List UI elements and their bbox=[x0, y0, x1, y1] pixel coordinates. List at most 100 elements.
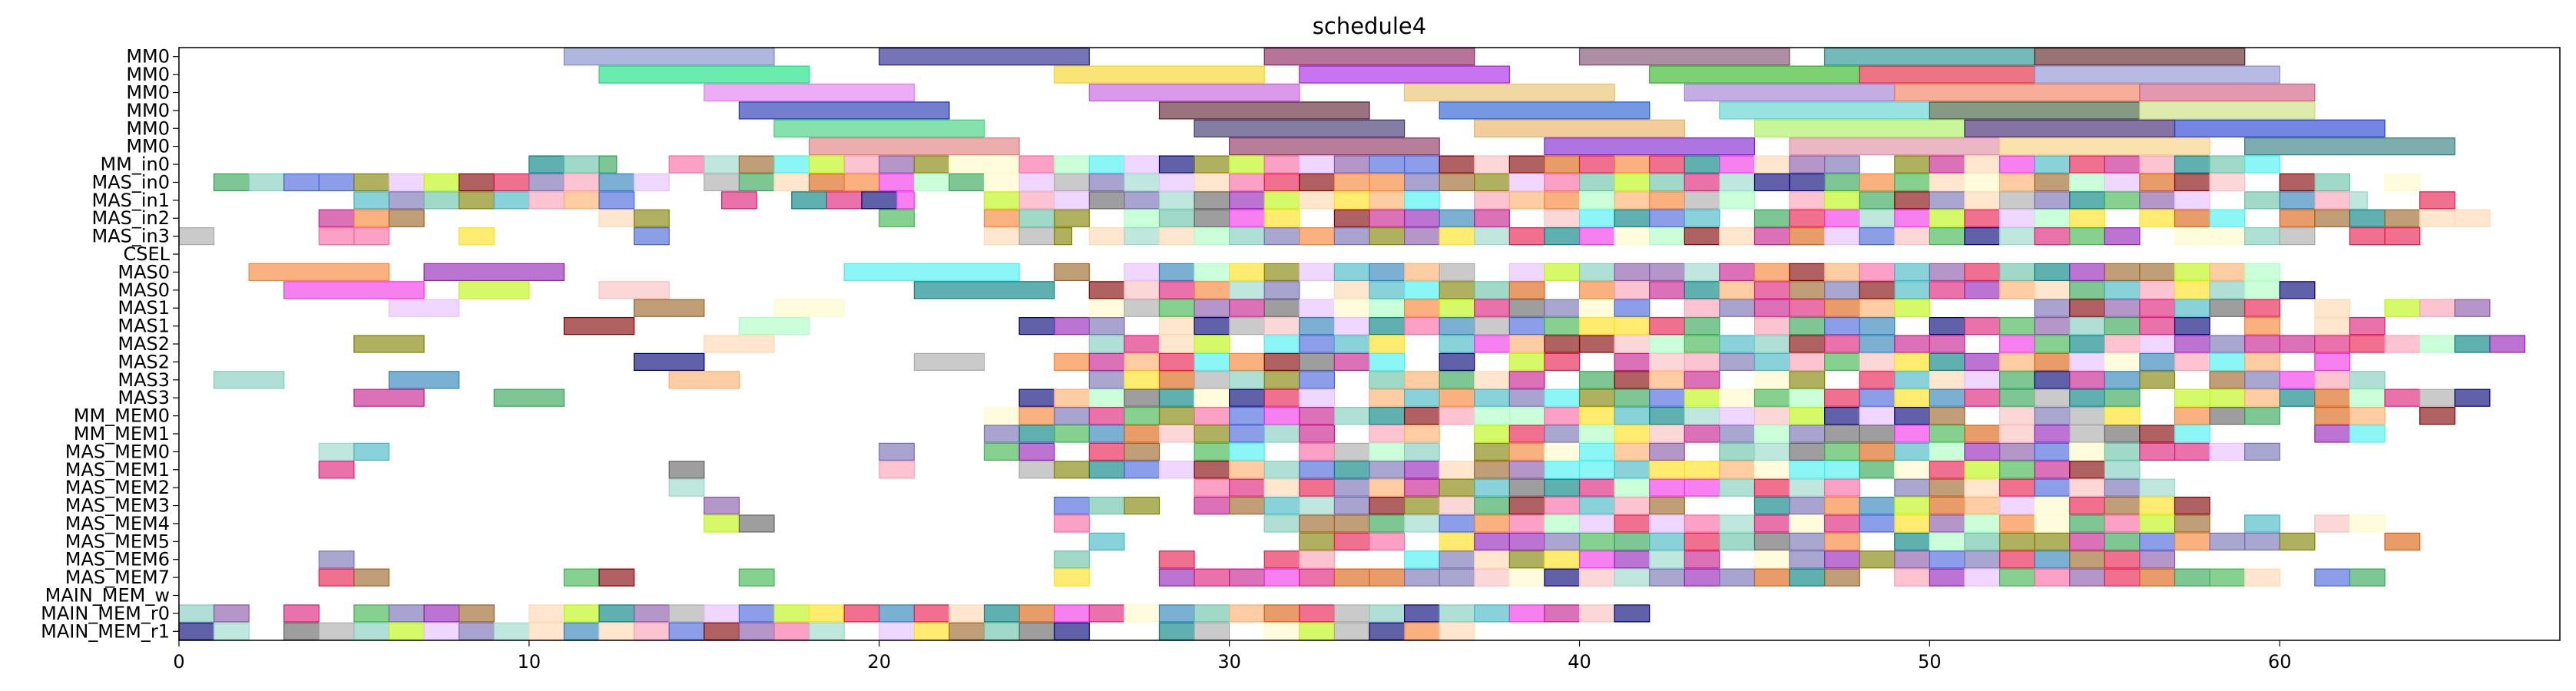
task-bar bbox=[668, 604, 705, 623]
task-bar bbox=[1229, 478, 1265, 497]
task-bar bbox=[1439, 173, 1475, 192]
task-bar bbox=[808, 155, 845, 174]
task-bar bbox=[1789, 568, 1826, 587]
task-bar bbox=[2174, 191, 2210, 210]
task-bar bbox=[1439, 371, 1475, 389]
task-bar bbox=[2104, 263, 2141, 282]
task-bar bbox=[1789, 478, 1826, 497]
task-bar bbox=[563, 622, 600, 640]
task-bar bbox=[2174, 532, 2210, 550]
task-bar bbox=[773, 622, 810, 640]
task-bar bbox=[1403, 209, 1440, 227]
task-bar bbox=[2174, 209, 2210, 227]
task-bar bbox=[283, 604, 320, 623]
task-bar bbox=[1824, 173, 1860, 192]
task-bar bbox=[1439, 461, 1475, 479]
task-bar bbox=[913, 173, 950, 192]
task-bar bbox=[2244, 317, 2280, 336]
task-bar bbox=[1439, 335, 1475, 353]
task-bar bbox=[1299, 263, 1336, 282]
task-bar bbox=[1299, 604, 1336, 623]
task-bar bbox=[2314, 173, 2351, 192]
task-bar bbox=[949, 604, 985, 623]
task-bar bbox=[1124, 155, 1161, 174]
task-bar bbox=[2244, 532, 2280, 550]
task-bar bbox=[1369, 514, 1406, 533]
task-bar bbox=[634, 227, 670, 246]
task-bar bbox=[1578, 299, 1615, 317]
task-bar bbox=[1508, 514, 1545, 533]
task-bar bbox=[1998, 335, 2035, 353]
task-bar bbox=[1964, 263, 2001, 282]
task-bar bbox=[353, 622, 390, 640]
task-bar bbox=[1649, 317, 1685, 336]
task-bar bbox=[1859, 514, 1896, 533]
task-bar bbox=[949, 155, 985, 174]
task-bar bbox=[1403, 299, 1440, 317]
task-bar bbox=[2244, 371, 2280, 389]
task-bar bbox=[2384, 299, 2421, 317]
task-bar bbox=[738, 604, 775, 623]
task-bar bbox=[1578, 48, 1790, 66]
task-bar bbox=[2419, 406, 2455, 425]
task-bar bbox=[896, 191, 915, 210]
task-bar bbox=[704, 335, 775, 353]
task-bar bbox=[1824, 532, 1860, 550]
task-bar bbox=[1824, 281, 1860, 299]
task-bar bbox=[1929, 478, 1965, 497]
task-bar bbox=[2209, 155, 2246, 174]
task-bar bbox=[2384, 335, 2421, 353]
task-bar bbox=[1158, 335, 1195, 353]
task-bar bbox=[1859, 550, 1896, 569]
task-bar bbox=[1964, 173, 2001, 192]
y-tick-label: MM_MEM1 bbox=[74, 423, 170, 445]
task-bar bbox=[1054, 496, 1090, 515]
task-bar bbox=[1474, 478, 1510, 497]
task-bar bbox=[1054, 173, 1090, 192]
task-bar bbox=[388, 622, 425, 640]
task-bar bbox=[1229, 406, 1265, 425]
task-bar bbox=[1333, 461, 1370, 479]
task-bar bbox=[2244, 263, 2280, 282]
task-bar bbox=[1789, 461, 1826, 479]
task-bar bbox=[493, 191, 530, 210]
task-bar bbox=[1229, 317, 1265, 336]
task-bar bbox=[1229, 425, 1265, 443]
task-bar bbox=[1998, 532, 2035, 550]
task-bar bbox=[318, 550, 355, 569]
task-bar bbox=[2209, 227, 2246, 246]
task-bar bbox=[1614, 442, 1651, 461]
task-bar bbox=[1859, 191, 1896, 210]
task-bar bbox=[1578, 281, 1615, 299]
task-bar bbox=[1929, 227, 1965, 246]
task-bar bbox=[1544, 514, 1581, 533]
task-bar bbox=[1508, 425, 1545, 443]
task-bar bbox=[1719, 281, 1756, 299]
task-bar bbox=[1439, 101, 1651, 120]
task-bar bbox=[1929, 568, 1965, 587]
task-bar bbox=[2069, 478, 2105, 497]
task-bar bbox=[1403, 281, 1440, 299]
task-bar bbox=[1649, 371, 1685, 389]
task-bar bbox=[1299, 299, 1336, 317]
task-bar bbox=[1054, 514, 1090, 533]
task-bar bbox=[1474, 281, 1510, 299]
y-tick-label: MAS_in3 bbox=[91, 226, 170, 247]
task-bar bbox=[1998, 496, 2035, 515]
y-tick-label: MAS0 bbox=[118, 261, 170, 283]
task-bar bbox=[1194, 227, 1230, 246]
task-bar bbox=[1859, 388, 1896, 407]
task-bar bbox=[1403, 388, 1440, 407]
task-bar bbox=[1998, 406, 2035, 425]
task-bar bbox=[738, 568, 775, 587]
task-bar bbox=[1684, 155, 1720, 174]
task-bar bbox=[1789, 514, 1826, 533]
task-bar bbox=[1194, 281, 1230, 299]
task-bar bbox=[1964, 317, 2001, 336]
task-bar bbox=[1474, 514, 1510, 533]
task-bar bbox=[1194, 119, 1406, 137]
task-bar bbox=[1649, 335, 1685, 353]
task-bar bbox=[2034, 191, 2071, 210]
task-bar bbox=[738, 101, 950, 120]
task-bar bbox=[634, 299, 705, 317]
